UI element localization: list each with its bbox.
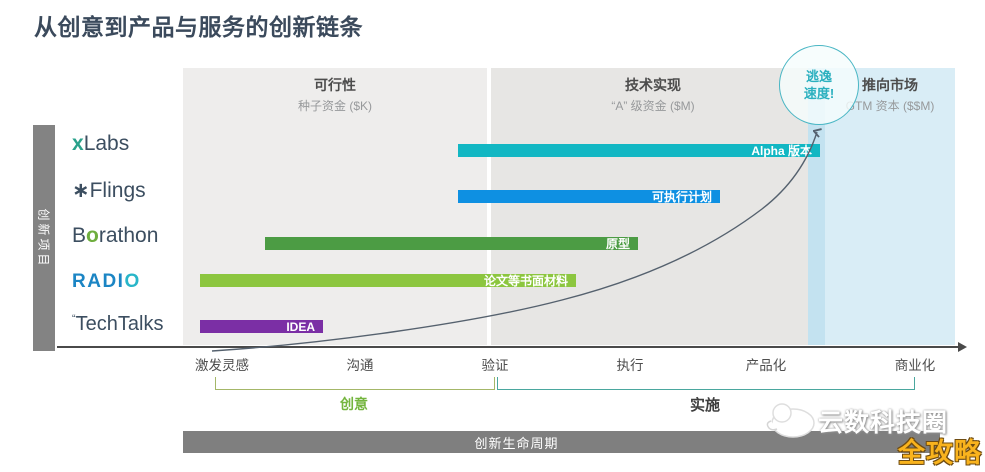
escape-velocity-badge: 逃逸 速度!	[779, 45, 859, 125]
project-label-borathon: Borathon	[72, 224, 158, 248]
watermark-name: 云数科技圈	[818, 409, 949, 437]
bar-xlabs-alpha: Alpha 版本	[458, 144, 820, 158]
sidebar-label: 创新项目	[36, 207, 51, 269]
timeline-axis	[57, 346, 960, 348]
phase-label-idea: 创意	[340, 396, 368, 412]
xlabs-text: Labs	[83, 132, 130, 155]
column-subtitle-seed-funding: 种子资金 ($K)	[297, 99, 373, 113]
bar-radio-papers: 论文等书面材料	[200, 274, 576, 288]
column-title-tech: 技术实现	[625, 77, 681, 93]
axis-label-validate: 验证	[481, 358, 509, 373]
xflings-text: Flings	[89, 179, 146, 202]
borathon-text-pre: B	[72, 224, 87, 247]
techtalks-text: TechTalks	[75, 313, 164, 335]
bar-label-papers: 论文等书面材料	[483, 274, 568, 288]
axis-label-inspire: 激发灵感	[195, 358, 249, 373]
techtalks-leaf-icon: “	[72, 313, 76, 325]
phase-label-implementation: 实施	[689, 397, 721, 414]
borathon-text: rathon	[98, 224, 159, 247]
bar-label-prototype: 原型	[605, 237, 630, 251]
bar-borathon-prototype: 原型	[265, 237, 638, 251]
bracket-implementation-phase	[497, 377, 915, 390]
axis-label-commercialize: 商业化	[894, 358, 936, 373]
borathon-o-icon: o	[86, 224, 99, 247]
watermark-tagline: 全攻略	[898, 438, 982, 468]
bar-label-alpha: Alpha 版本	[751, 144, 812, 158]
axis-label-productize: 产品化	[745, 358, 787, 373]
project-label-radio: RADIO	[72, 271, 141, 293]
axis-label-communicate: 沟通	[346, 358, 374, 373]
column-subtitle-series-a: “A” 级资金 ($M)	[611, 99, 695, 113]
bracket-idea-phase	[215, 377, 495, 390]
column-title-feasibility: 可行性	[314, 77, 356, 93]
project-label-xflings: ∗Flings	[72, 178, 146, 203]
watermark-logo-icon	[766, 403, 815, 438]
escape-line2: 速度!	[803, 86, 835, 101]
innovation-lifecycle-bar: 创新生命周期	[183, 431, 940, 453]
axis-arrow-icon	[958, 342, 967, 352]
lifecycle-label: 创新生命周期	[474, 435, 559, 451]
project-label-techtalks: “TechTalks	[72, 313, 163, 336]
xflings-star-icon: ∗	[72, 179, 90, 202]
radio-o-icon: O	[124, 271, 141, 292]
bar-label-idea: IDEA	[286, 319, 315, 334]
project-label-xlabs: xLabs	[72, 132, 129, 156]
innovation-projects-sidebar: 创新项目	[33, 125, 55, 351]
escape-line1: 逃逸	[805, 69, 832, 84]
column-title-market: 推向市场	[862, 77, 918, 93]
page-title: 从创意到产品与服务的创新链条	[34, 14, 363, 40]
xlabs-x-icon: x	[72, 132, 84, 155]
bar-label-plan: 可执行计划	[651, 190, 712, 204]
radio-text: RADI	[72, 271, 125, 292]
bar-techtalks-idea: IDEA	[200, 319, 323, 334]
bar-xflings-plan: 可执行计划	[458, 190, 720, 204]
axis-label-execute: 执行	[616, 358, 644, 373]
column-subtitle-gtm-capital: GTM 资本 ($$M)	[845, 99, 935, 113]
